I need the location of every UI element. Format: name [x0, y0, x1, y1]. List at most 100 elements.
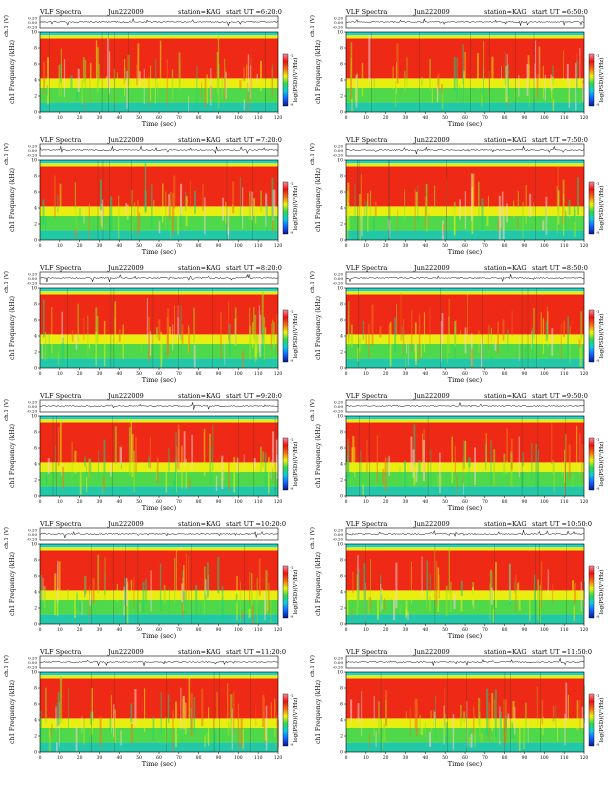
time-tick-label: 20 — [383, 755, 389, 761]
spectrogram-streak — [573, 206, 576, 222]
spectrogram-streak — [404, 70, 406, 92]
spectrogram-streak — [414, 698, 417, 730]
spectrogram-streak — [486, 688, 489, 736]
freq-tick-label: 4 — [34, 590, 37, 596]
spectrogram-streak — [77, 68, 80, 92]
spectrogram-streak — [535, 443, 537, 488]
spectrogram-streak — [405, 356, 407, 368]
ch1-trace-frame — [345, 143, 585, 157]
spectrogram-streak — [206, 74, 208, 104]
spectrogram-streak — [387, 457, 389, 475]
time-tick-label: 120 — [274, 627, 283, 633]
spectrogram-streak — [524, 348, 527, 365]
spectrogram-streak — [360, 450, 362, 484]
freq-tick-label: 10 — [337, 158, 343, 164]
spectrogram-band — [346, 547, 584, 551]
spectrogram-streak — [478, 330, 480, 353]
time-tick-label: 110 — [560, 115, 569, 121]
spectrogram-streak — [145, 578, 147, 603]
spectrogram-streak — [138, 212, 141, 233]
spectrogram-streak — [542, 716, 544, 736]
time-tick-label: 40 — [116, 499, 122, 505]
spectrogram-streak — [190, 180, 191, 209]
spectrogram-streak — [230, 694, 233, 730]
spectrogram-streak — [569, 325, 571, 364]
spectrogram-streak — [225, 201, 227, 224]
spectrogram-streak — [539, 46, 541, 81]
panel-9: VLF Spectra Jun222009 station=KAG start UT … — [3, 520, 299, 640]
colorbar-gradient — [282, 565, 289, 619]
spectrogram-streak — [224, 339, 226, 366]
ch1-trace-plot: 0.200.00-0.20 ch.1 (V) — [309, 271, 585, 293]
spectrogram-streak — [134, 202, 136, 217]
spectrogram-streak — [150, 65, 152, 101]
time-tick-label: 70 — [482, 243, 488, 249]
spectrogram-streak — [379, 326, 382, 338]
spectrogram-band — [346, 672, 584, 676]
spectrogram-streak — [463, 711, 466, 723]
spectrogram-streak — [582, 83, 584, 102]
spectrogram-streak — [354, 446, 356, 478]
spectrogram-streak — [168, 447, 170, 472]
spectrogram-streak — [506, 461, 508, 474]
colorbar-gradient — [282, 693, 289, 747]
spectrogram-streak — [351, 608, 353, 620]
freq-axis-label: ch1 Frequency (kHz) — [315, 40, 322, 104]
spectrogram-streak — [437, 474, 440, 487]
panel-5: VLF Spectra Jun222009 station=KAG start UT … — [3, 264, 299, 384]
spectrogram-streak — [180, 305, 182, 341]
colorbar-label: log(PSD)(V²/Hz) — [598, 570, 605, 615]
spectrogram-streak — [502, 319, 505, 341]
spectrogram-streak — [540, 561, 543, 608]
freq-tick-label: 10 — [337, 670, 343, 676]
spectrogram-band — [40, 742, 278, 752]
ch1-axis-label: ch.1 (V) — [3, 399, 10, 421]
freq-tick-label: 6 — [34, 446, 37, 452]
spectrogram-streak — [201, 688, 204, 727]
time-tick-label: 40 — [116, 371, 122, 377]
spectrogram-streak — [150, 570, 152, 612]
panel-title: VLF Spectra — [345, 8, 387, 16]
spectrogram-streak — [346, 196, 348, 210]
spectrogram-streak — [564, 449, 565, 483]
spectrogram-band — [40, 35, 278, 39]
time-tick-label: 10 — [57, 755, 63, 761]
spectrogram-streak — [429, 573, 431, 593]
spectrogram-streak — [222, 197, 224, 221]
ch1-trace-plot: 0.200.00-0.20 ch.1 (V) — [309, 15, 585, 37]
time-tick-label: 0 — [345, 115, 348, 121]
spectrogram-streak — [526, 64, 529, 96]
spectrogram-streak — [79, 207, 81, 222]
panel-title: VLF Spectra — [39, 8, 81, 16]
spectrogram-streak — [174, 305, 175, 338]
time-tick-label: 90 — [216, 627, 222, 633]
panel-station: station=KAG — [178, 264, 221, 272]
ch1-axis-label: ch.1 (V) — [3, 655, 10, 677]
spectrogram-streak — [392, 66, 394, 90]
spectrogram-streak — [124, 577, 127, 606]
time-tick-label: 0 — [39, 755, 42, 761]
spectrogram-streak — [359, 337, 361, 353]
time-tick-label: 50 — [442, 371, 448, 377]
spectrogram-streak — [74, 450, 77, 474]
spectrogram-streak — [276, 454, 278, 479]
colorbar-tick-top: -1 — [596, 566, 599, 570]
spectrogram-streak — [426, 597, 428, 609]
spectrogram-streak — [430, 448, 432, 487]
time-tick-label: 100 — [234, 371, 243, 377]
panel-10: VLF Spectra Jun222009 station=KAG start UT … — [309, 520, 605, 640]
panel-4: VLF Spectra Jun222009 station=KAG start UT … — [309, 136, 605, 256]
ch1-trace-line — [39, 17, 279, 27]
spectrogram-streak — [157, 83, 159, 99]
spectrogram-streak — [185, 553, 187, 601]
spectrogram-streak — [447, 336, 448, 364]
spectrogram-band — [346, 742, 584, 752]
spectrogram-streak — [268, 457, 270, 494]
colorbar-tick-bottom: -9 — [596, 231, 599, 235]
spectrogram-streak — [228, 324, 231, 357]
spectrogram-streak — [420, 343, 422, 358]
time-tick-label: 90 — [522, 755, 528, 761]
